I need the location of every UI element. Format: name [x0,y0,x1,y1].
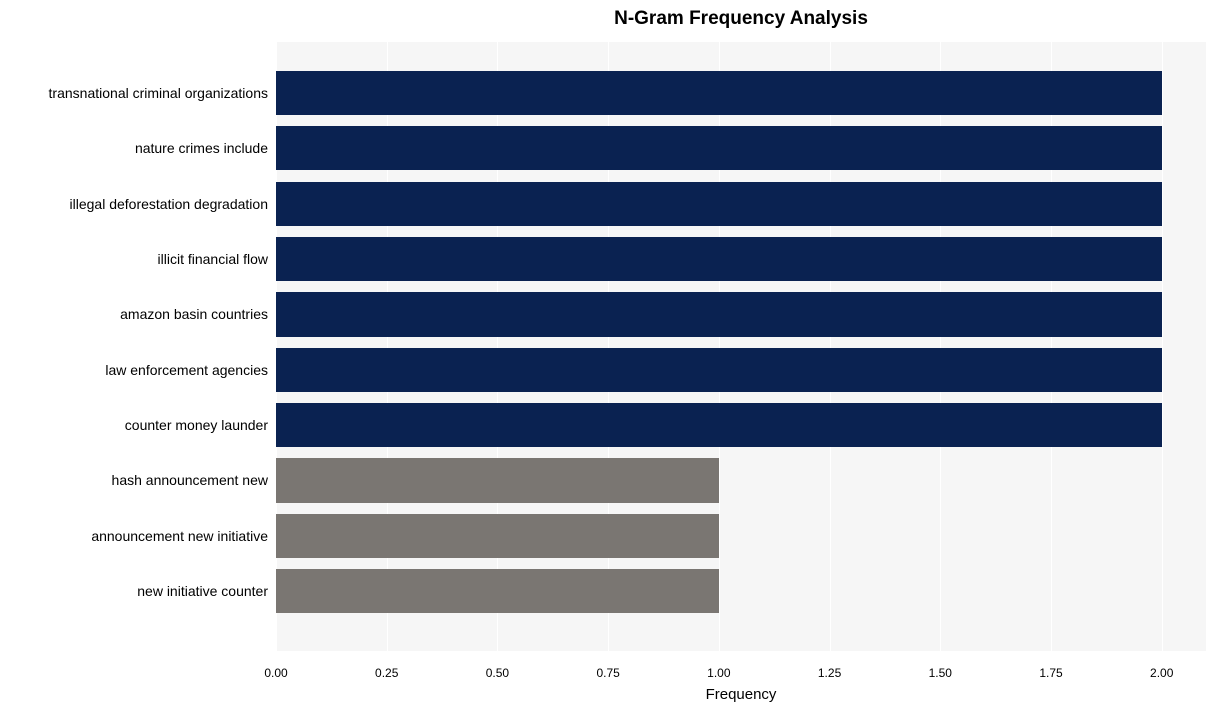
bar [276,126,1162,170]
x-tick-label: 1.25 [818,666,841,680]
bar [276,403,1162,447]
bar [276,458,719,502]
bar [276,292,1162,336]
y-tick-label: announcement new initiative [91,528,276,544]
bar [276,569,719,613]
bar [276,71,1162,115]
y-tick-label: law enforcement agencies [105,362,276,378]
chart-title: N-Gram Frequency Analysis [134,8,1215,30]
bar [276,237,1162,281]
x-tick-label: 0.00 [264,666,287,680]
x-tick-label: 0.25 [375,666,398,680]
y-tick-label: illegal deforestation degradation [70,196,276,212]
y-tick-label: new initiative counter [137,583,276,599]
y-tick-label: nature crimes include [135,140,276,156]
y-tick-label: amazon basin countries [120,306,276,322]
x-tick-label: 1.75 [1039,666,1062,680]
x-tick-label: 2.00 [1150,666,1173,680]
x-tick-label: 1.00 [707,666,730,680]
x-tick-label: 0.75 [596,666,619,680]
y-tick-label: transnational criminal organizations [49,85,276,101]
y-tick-label: hash announcement new [112,472,276,488]
bar [276,182,1162,226]
bar [276,348,1162,392]
x-tick-label: 0.50 [486,666,509,680]
grid-line [1162,42,1163,651]
y-tick-label: counter money launder [125,417,276,433]
x-tick-label: 1.50 [929,666,952,680]
y-tick-label: illicit financial flow [158,251,276,267]
bar [276,514,719,558]
x-axis-label: Frequency [706,686,777,703]
plot-area: transnational criminal organizationsnatu… [276,42,1206,651]
